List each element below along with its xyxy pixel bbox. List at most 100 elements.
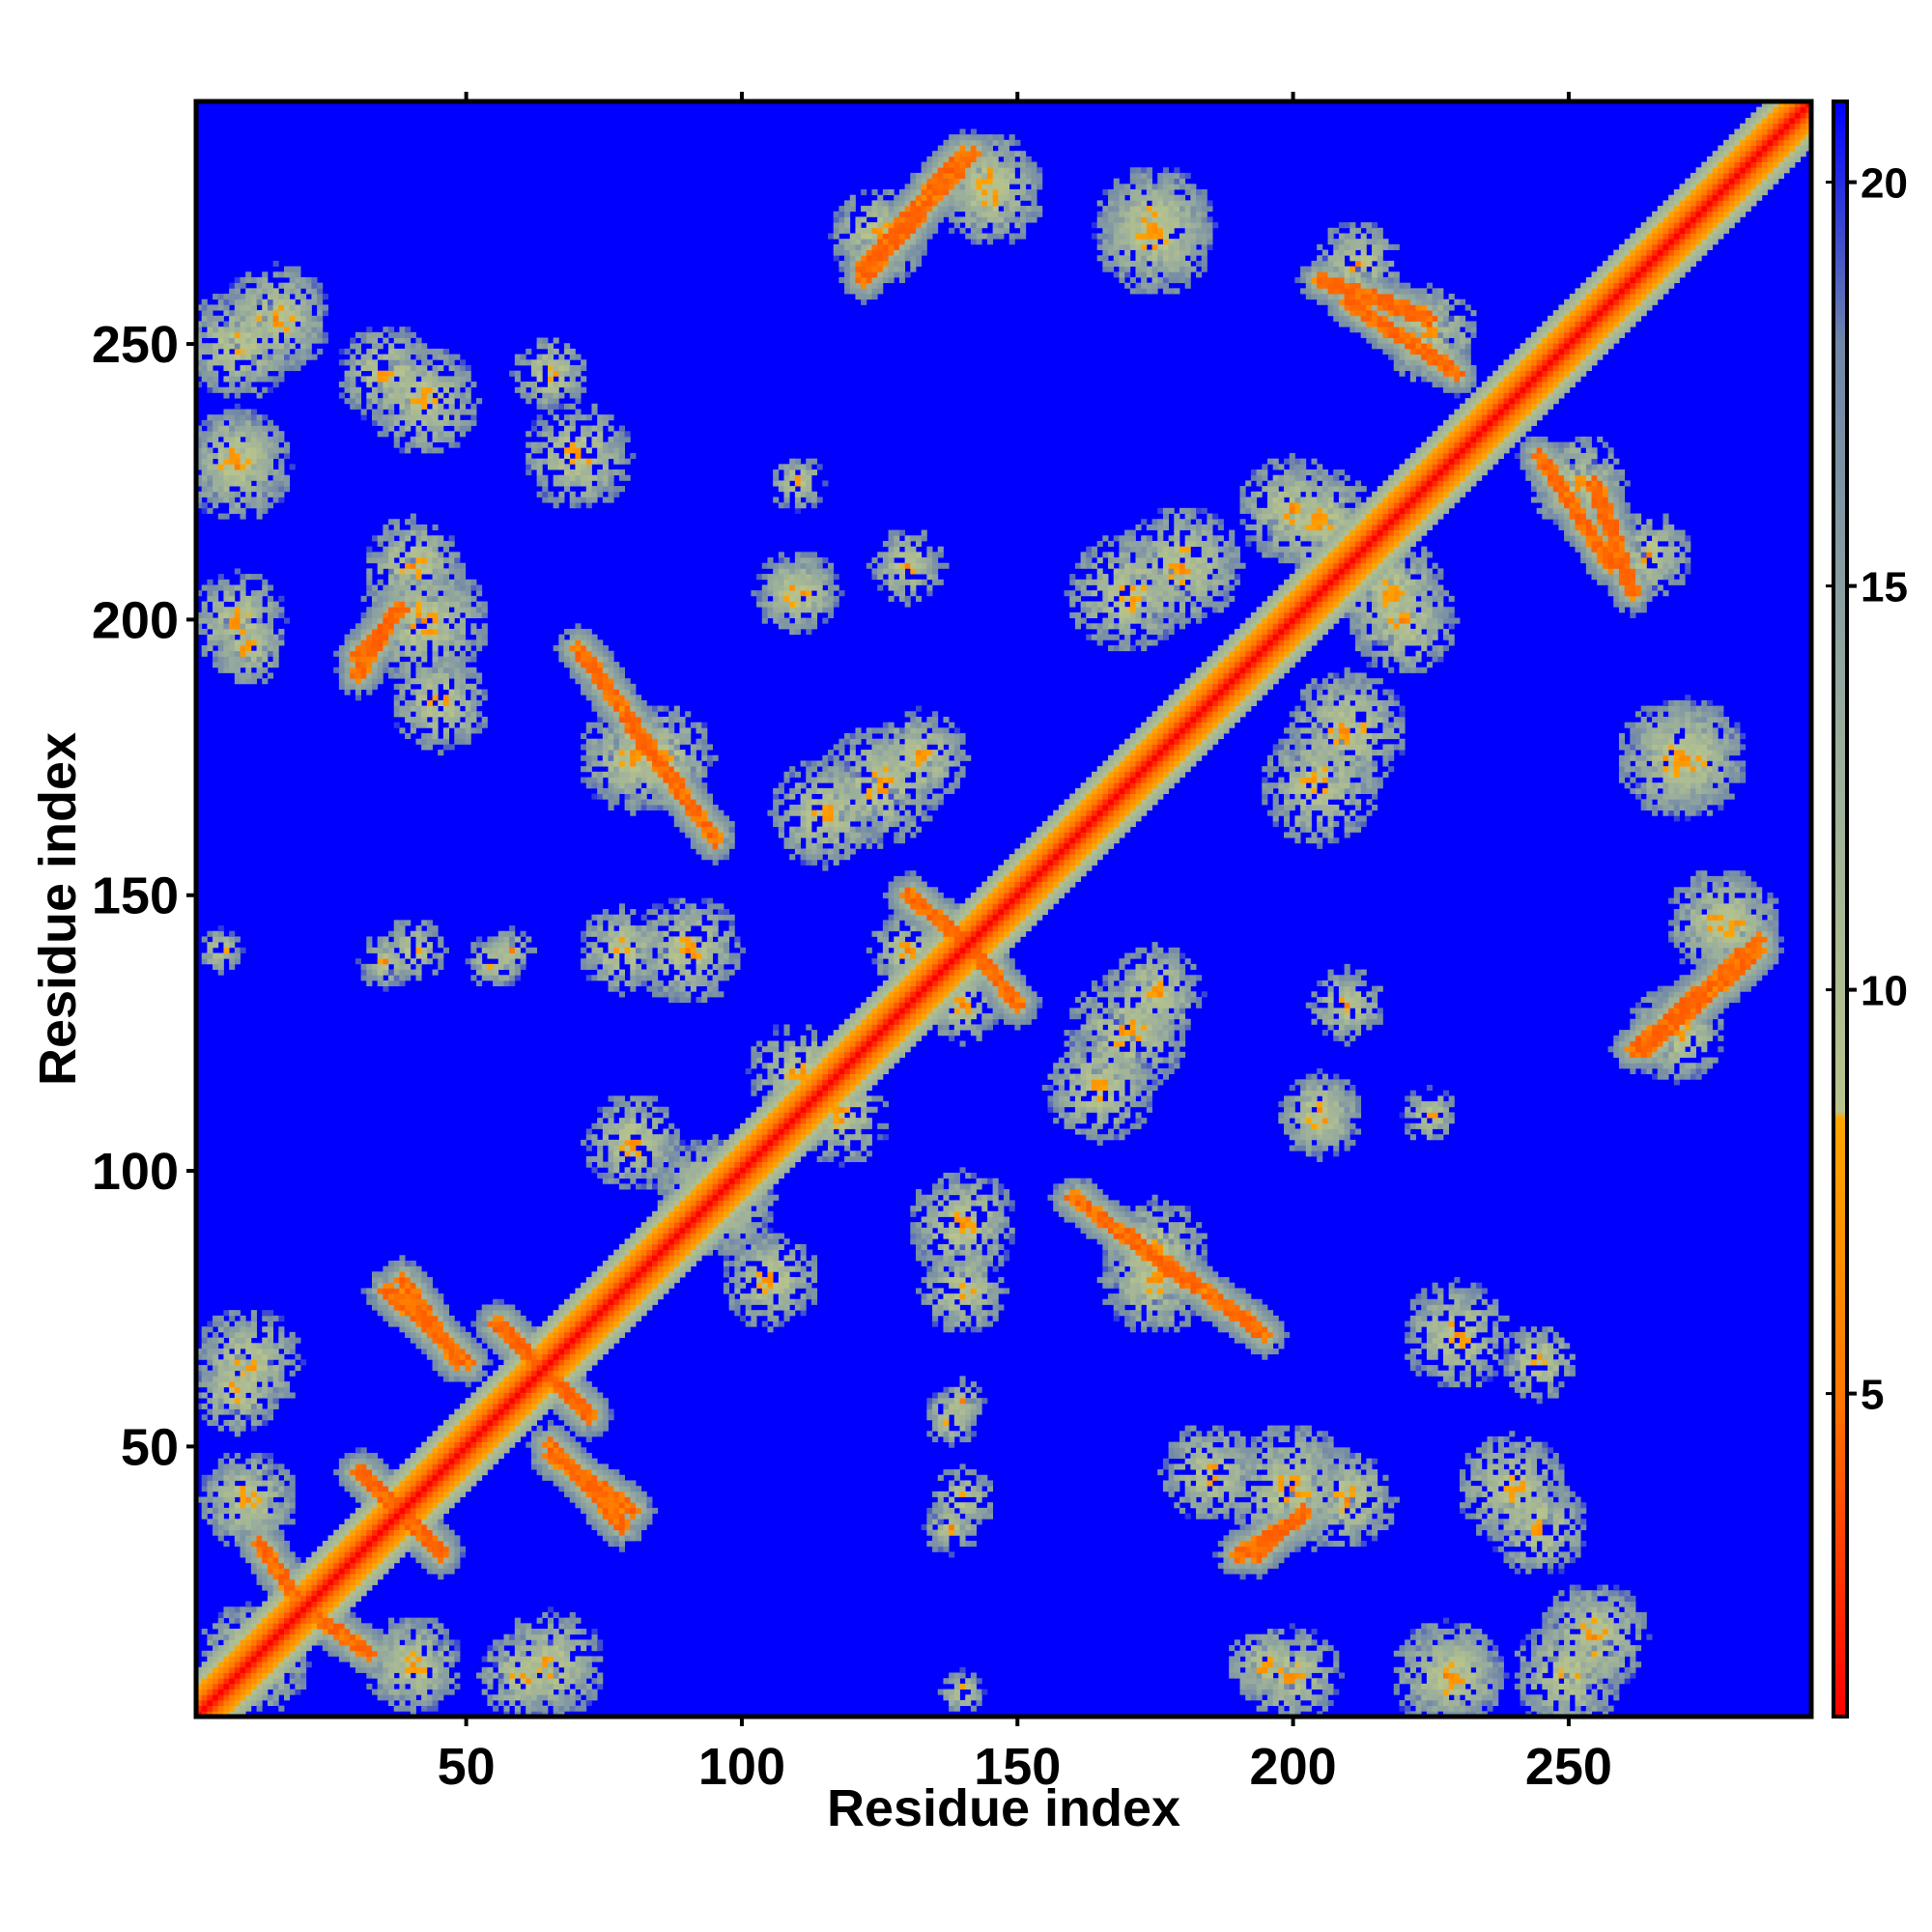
- heatmap-cell: [360, 1535, 367, 1542]
- heatmap-cell: [965, 1694, 972, 1701]
- heatmap-cell: [542, 1408, 549, 1415]
- heatmap-cell: [1530, 1650, 1538, 1657]
- heatmap-cell: [272, 1502, 279, 1509]
- heatmap-cell: [322, 1541, 328, 1548]
- heatmap-cell: [1575, 1529, 1581, 1536]
- heatmap-cell: [311, 1623, 318, 1630]
- heatmap-cell: [207, 1683, 213, 1690]
- heatmap-cell: [1405, 1650, 1411, 1657]
- heatmap-cell: [1278, 1425, 1285, 1432]
- heatmap-cell: [1525, 1678, 1532, 1685]
- heatmap-cell: [1564, 1672, 1571, 1679]
- heatmap-cell: [1442, 1662, 1450, 1668]
- heatmap-cell: [575, 1672, 582, 1679]
- heatmap-cell: [465, 1425, 471, 1432]
- heatmap-cell: [1305, 1529, 1312, 1536]
- heatmap-cell: [1201, 1463, 1208, 1470]
- heatmap-cell: [1470, 1359, 1477, 1366]
- heatmap-cell: [1497, 1535, 1504, 1542]
- heatmap-cell: [1530, 1453, 1538, 1460]
- heatmap-cell: [393, 1541, 400, 1548]
- heatmap-cell: [1300, 1662, 1307, 1668]
- heatmap-cell: [487, 1447, 494, 1454]
- heatmap-cell: [256, 1502, 263, 1509]
- heatmap-cell: [1250, 1541, 1258, 1548]
- heatmap-cell: [338, 1611, 345, 1619]
- heatmap-cell: [262, 1557, 269, 1564]
- heatmap-cell: [1300, 1480, 1307, 1487]
- heatmap-cell: [399, 1474, 406, 1481]
- heatmap-cell: [1520, 1529, 1526, 1536]
- heatmap-cell: [1284, 1662, 1291, 1668]
- heatmap-cell: [1201, 1496, 1208, 1503]
- heatmap-cell: [602, 1486, 609, 1492]
- heatmap-cell: [426, 1469, 433, 1476]
- heatmap-cell: [442, 1343, 450, 1350]
- heatmap-cell: [454, 1370, 461, 1377]
- heatmap-cell: [213, 1694, 219, 1701]
- heatmap-cell: [1300, 1541, 1307, 1548]
- heatmap-cell: [305, 1601, 312, 1607]
- heatmap-cell: [1585, 1601, 1592, 1607]
- heatmap-cell: [388, 1645, 395, 1652]
- heatmap-cell: [234, 1519, 241, 1525]
- heatmap-cell: [1266, 1639, 1274, 1646]
- heatmap-cell: [1542, 1486, 1548, 1492]
- heatmap-cell: [1552, 1529, 1559, 1536]
- heatmap-cell: [493, 1453, 499, 1460]
- heatmap-cell: [1548, 1650, 1554, 1657]
- heatmap-cell: [1470, 1662, 1477, 1668]
- heatmap-cell: [201, 1689, 208, 1695]
- heatmap-cell: [1525, 1386, 1532, 1393]
- heatmap-cell: [585, 1513, 592, 1520]
- heatmap-cell: [1278, 1529, 1285, 1536]
- heatmap-cell: [530, 1386, 537, 1393]
- heatmap-cell: [1278, 1474, 1285, 1481]
- heatmap-cell: [1212, 1507, 1219, 1514]
- heatmap-cell: [1317, 1491, 1323, 1497]
- heatmap-cell: [1190, 1458, 1197, 1464]
- heatmap-cell: [240, 1683, 246, 1690]
- heatmap-cell: [1602, 1662, 1608, 1668]
- heatmap-cell: [624, 1507, 631, 1514]
- heatmap-cell: [1536, 1376, 1543, 1382]
- heatmap-cell: [959, 1523, 966, 1531]
- heatmap-cell: [476, 1403, 483, 1409]
- heatmap-cell: [470, 1398, 477, 1405]
- heatmap-cell: [1245, 1683, 1252, 1690]
- heatmap-cell: [267, 1403, 274, 1409]
- heatmap-cell: [1272, 1629, 1279, 1635]
- heatmap-cell: [338, 1617, 345, 1624]
- heatmap-cell: [426, 1348, 433, 1355]
- heatmap-cell: [1492, 1486, 1499, 1492]
- heatmap-cell: [371, 1666, 379, 1673]
- heatmap-cell: [327, 1611, 334, 1619]
- heatmap-cell: [377, 1551, 384, 1558]
- heatmap-cell: [520, 1398, 526, 1405]
- heatmap-cell: [317, 1546, 324, 1552]
- heatmap-cell: [1250, 1441, 1258, 1448]
- heatmap-cell: [245, 1386, 252, 1393]
- heatmap-cell: [245, 1699, 252, 1707]
- heatmap-cell: [360, 1562, 367, 1569]
- heatmap-cell: [1321, 1689, 1328, 1695]
- heatmap-cell: [267, 1453, 274, 1460]
- heatmap-cell: [1266, 1634, 1274, 1640]
- heatmap-cell: [350, 1513, 356, 1520]
- heatmap-cell: [1179, 1453, 1186, 1460]
- heatmap-cell: [267, 1491, 274, 1497]
- heatmap-cell: [526, 1694, 532, 1701]
- heatmap-cell: [1607, 1650, 1614, 1657]
- heatmap-cell: [317, 1574, 324, 1580]
- heatmap-cell: [1382, 1513, 1389, 1520]
- heatmap-cell: [1350, 1535, 1356, 1542]
- heatmap-cell: [388, 1672, 395, 1679]
- heatmap-cell: [229, 1699, 236, 1707]
- heatmap-cell: [1442, 1629, 1450, 1635]
- heatmap-cell: [937, 1541, 944, 1548]
- heatmap-cell: [256, 1672, 263, 1679]
- heatmap-cell: [1223, 1546, 1230, 1552]
- heatmap-cell: [1360, 1513, 1367, 1520]
- heatmap-cell: [493, 1386, 499, 1393]
- heatmap-cell: [438, 1348, 444, 1355]
